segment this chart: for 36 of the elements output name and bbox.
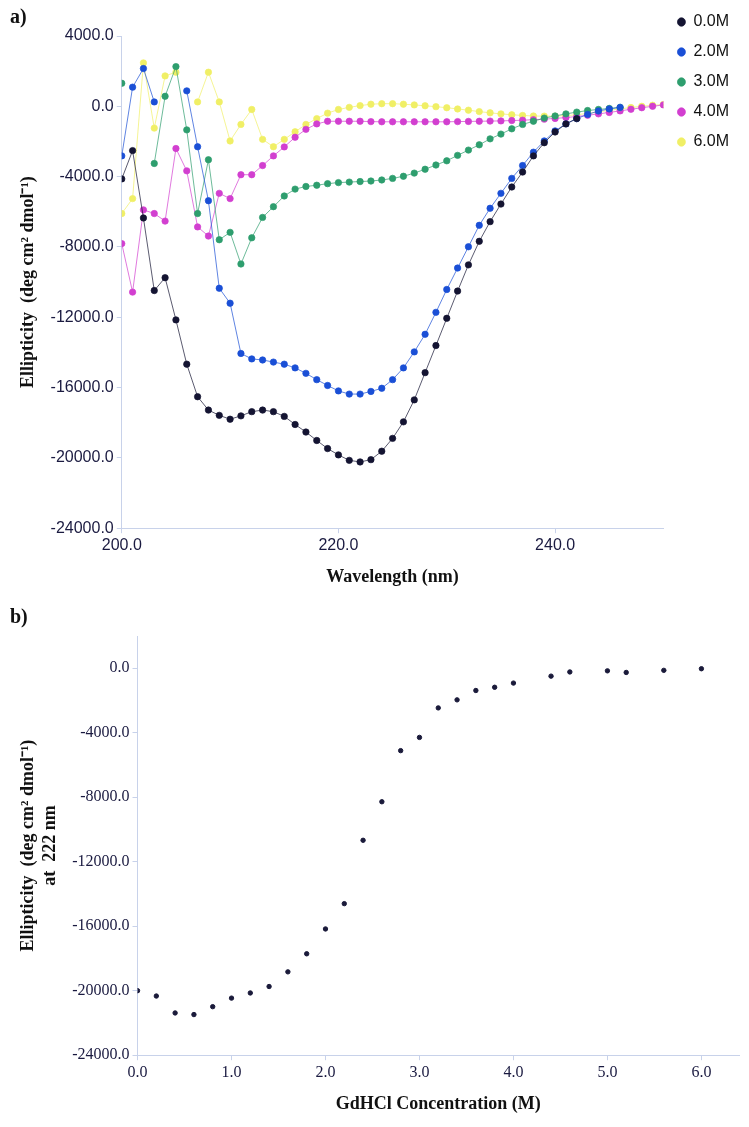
y-tick-label: -20000.0 bbox=[72, 980, 130, 998]
legend-label: 4.0M bbox=[693, 102, 730, 120]
x-axis-title: GdHCl Concentration (M) bbox=[335, 1092, 541, 1114]
y-tick-label: 0.0 bbox=[109, 658, 130, 676]
chart-title: b) bbox=[10, 605, 28, 629]
y-tick-label: -12000.0 bbox=[72, 851, 130, 869]
y-tick-label: -8000.0 bbox=[80, 787, 130, 805]
legend-label: 3.0M bbox=[693, 72, 730, 90]
y-tick-label: 4000.0 bbox=[64, 26, 114, 44]
y-tick-label: -20000.0 bbox=[50, 448, 114, 466]
x-tick-label: 240.0 bbox=[535, 536, 576, 554]
legend-label: 0.0M bbox=[693, 12, 730, 30]
y-tick-label: -12000.0 bbox=[50, 307, 114, 325]
x-tick-label: 5.0 bbox=[597, 1063, 618, 1080]
y-tick-label: -8000.0 bbox=[59, 237, 114, 255]
x-tick-label: 200.0 bbox=[101, 536, 142, 554]
y-tick-label: -16000.0 bbox=[50, 377, 114, 395]
y-tick-label: -4000.0 bbox=[59, 167, 114, 185]
legend-label: 6.0M bbox=[693, 132, 730, 150]
y-tick-label: 0.0 bbox=[91, 96, 114, 114]
x-tick-label: 0.0 bbox=[127, 1063, 148, 1080]
x-axis-title: Wavelength (nm) bbox=[326, 565, 459, 587]
chart-title: a) bbox=[10, 5, 27, 29]
y-tick-label: -24000.0 bbox=[50, 518, 114, 536]
y-tick-label: -4000.0 bbox=[80, 722, 130, 740]
x-tick-label: 220.0 bbox=[318, 536, 359, 554]
y-axis-title: Ellipticity (deg cm² dmol⁻¹) bbox=[17, 176, 39, 388]
x-tick-label: 4.0 bbox=[503, 1063, 524, 1080]
x-tick-label: 6.0 bbox=[691, 1063, 712, 1080]
x-tick-label: 1.0 bbox=[221, 1063, 242, 1080]
legend-label: 2.0M bbox=[693, 42, 730, 60]
y-tick-label: -24000.0 bbox=[72, 1045, 130, 1063]
y-axis-title: Ellipticity (deg cm² dmol⁻¹) at 222 nm bbox=[17, 739, 60, 952]
x-tick-label: 2.0 bbox=[315, 1063, 336, 1080]
y-tick-label: -16000.0 bbox=[72, 916, 130, 934]
x-tick-label: 3.0 bbox=[409, 1063, 430, 1080]
